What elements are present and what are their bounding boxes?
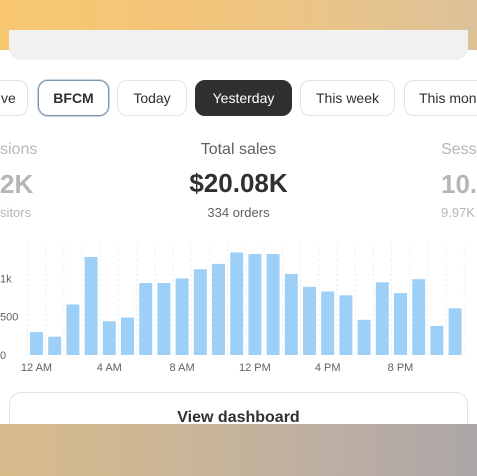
x-tick-label: 4 PM [315, 362, 341, 374]
filter-chip-label: ve [1, 90, 16, 106]
total-sales-value: $20.08K [189, 168, 288, 198]
chart-bar-6-am[interactable] [139, 283, 153, 355]
sessions-label-right: Sess [441, 141, 477, 158]
chart-bar-2-pm[interactable] [284, 273, 298, 355]
orders-count: 334 orders [207, 205, 270, 220]
filter-chip-today[interactable]: Today [117, 80, 187, 116]
chart-bar-3-am[interactable] [84, 257, 98, 355]
filter-chip-this-month[interactable]: This mon [404, 80, 477, 116]
chart-bar-12-pm[interactable] [248, 253, 262, 355]
chart-bar-5-am[interactable] [121, 317, 134, 355]
chart-bar-4-am[interactable] [102, 321, 116, 355]
filter-chip-label: Yesterday [212, 90, 275, 106]
sales-bar-chart: 0 500 1k 12 AM 4 AM 8 AM 12 PM 4 PM 8 PM [0, 244, 465, 374]
chart-bar-10-pm[interactable] [430, 325, 444, 355]
sessions-sub-partial: sitors [0, 205, 32, 220]
sessions-value-partial: 2K [0, 169, 34, 199]
x-tick-label: 8 AM [170, 362, 195, 374]
chart-bar-10-am[interactable] [212, 263, 225, 355]
chart-bar-8-am[interactable] [175, 278, 189, 355]
header-card [9, 30, 468, 60]
chart-bar-4-pm[interactable] [321, 291, 335, 355]
total-sales-label: Total sales [200, 141, 277, 158]
chart-bar-9-am[interactable] [193, 269, 207, 355]
filter-chip-partial-left[interactable]: ve [0, 80, 28, 116]
y-tick-label: 500 [0, 312, 18, 324]
chart-bar-11-pm[interactable] [448, 308, 462, 355]
chart-bar-11-am[interactable] [230, 252, 244, 355]
chart-bar-12-am[interactable] [30, 332, 43, 355]
filter-chip-label: This mon [419, 90, 477, 106]
chart-bar-2-am[interactable] [66, 304, 80, 355]
chart-bar-8-pm[interactable] [394, 292, 407, 355]
chart-bar-1-am[interactable] [48, 336, 62, 355]
chart-bar-3-pm[interactable] [303, 286, 316, 355]
filter-chip-label: Today [133, 90, 171, 106]
filter-chip-label: BFCM [53, 90, 94, 106]
sessions-value-right: 10. [441, 169, 477, 199]
chart-bar-1-pm[interactable] [266, 253, 280, 355]
chart-bar-7-pm[interactable] [375, 282, 389, 355]
chart-bar-5-pm[interactable] [339, 295, 353, 355]
chart-bar-7-am[interactable] [157, 283, 171, 355]
filter-chip-this-week[interactable]: This week [300, 80, 395, 116]
x-tick-label: 4 AM [97, 362, 122, 374]
chart-bar-6-pm[interactable] [357, 319, 371, 355]
bottom-gradient-band [0, 424, 477, 476]
filter-chip-yesterday[interactable]: Yesterday [195, 80, 292, 116]
view-dashboard-label: View dashboard [177, 409, 300, 426]
x-tick-label: 8 PM [388, 362, 414, 374]
x-tick-label: 12 PM [239, 362, 271, 374]
y-tick-label: 0 [0, 350, 6, 362]
x-tick-label: 12 AM [21, 362, 52, 374]
y-tick-label: 1k [0, 273, 12, 285]
sessions-label-partial: sions [0, 141, 38, 158]
chart-bar-9-pm[interactable] [412, 279, 426, 355]
sessions-sub-right: 9.97K [441, 205, 475, 220]
filter-chip-label: This week [315, 90, 380, 106]
filter-chip-bfcm[interactable]: BFCM [38, 80, 109, 116]
